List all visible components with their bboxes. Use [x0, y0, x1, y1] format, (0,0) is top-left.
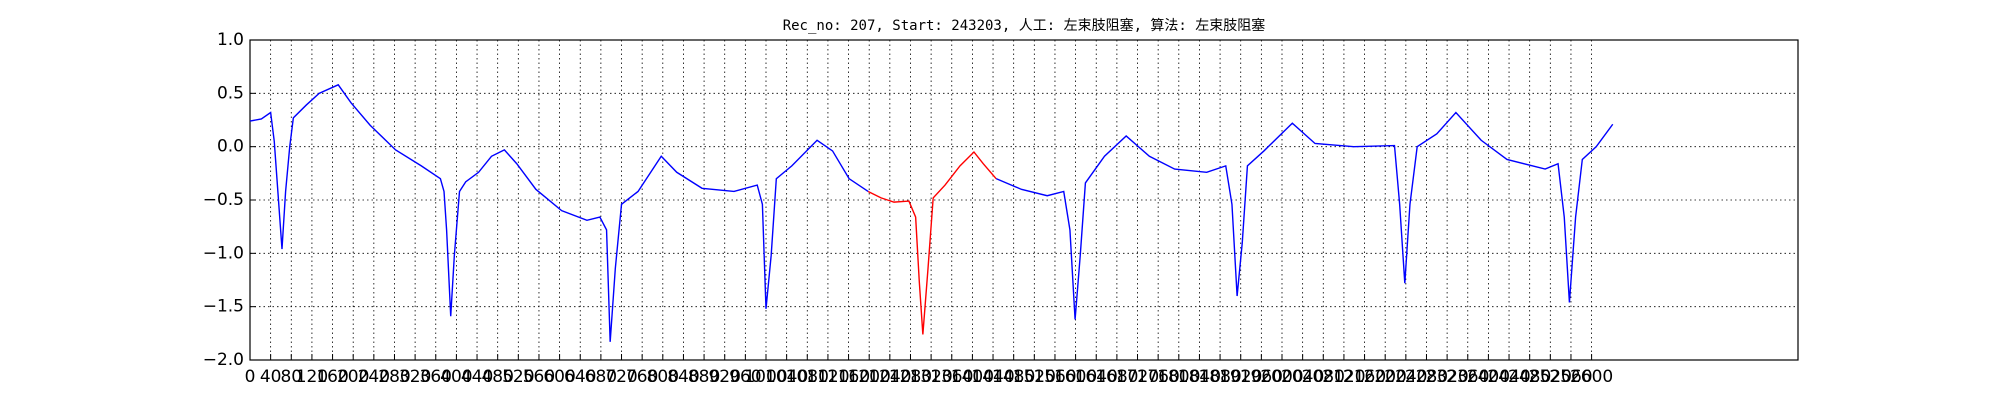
x-tick-label: 2520: [1529, 367, 1572, 387]
x-tick-label: 240: [358, 367, 390, 387]
y-tick-label: −2.0: [203, 350, 244, 370]
y-tick-label: 0.5: [217, 83, 244, 103]
x-tick-label: 840: [667, 367, 699, 387]
x-tick-label: 2080: [1302, 367, 1345, 387]
x-tick-label: 800: [647, 367, 679, 387]
x-tick-label: 1360: [930, 367, 973, 387]
x-tick-label: 1000: [744, 367, 787, 387]
x-tick-label: 2160: [1343, 367, 1386, 387]
x-tick-label: 40: [260, 367, 282, 387]
x-tick-label: 1480: [992, 367, 1035, 387]
x-tick-label: 1200: [848, 367, 891, 387]
x-tick-label: 1280: [889, 367, 932, 387]
x-tick-label: 1640: [1075, 367, 1118, 387]
x-tick-label: 0: [245, 367, 256, 387]
ecg-line: [249, 83, 869, 342]
x-tick-label: 2440: [1487, 367, 1530, 387]
x-tick-label: 1400: [951, 367, 994, 387]
x-tick-label: 2560: [1549, 367, 1592, 387]
x-tick-label: 1760: [1137, 367, 1180, 387]
y-tick-label: 0.0: [217, 137, 244, 157]
x-tick-label: 1080: [786, 367, 829, 387]
x-tick-label: 360: [420, 367, 452, 387]
x-tick-label: 1160: [827, 367, 870, 387]
x-tick-label: 880: [688, 367, 720, 387]
x-tick-label: 1240: [868, 367, 911, 387]
x-tick-label: 200: [337, 367, 369, 387]
y-tick-label: 1.0: [217, 30, 244, 50]
y-tick-label: −1.5: [203, 297, 244, 317]
x-tick-label: 400: [440, 367, 472, 387]
x-tick-label: 2200: [1364, 367, 1407, 387]
x-tick-label: 2240: [1384, 367, 1427, 387]
x-tick-label: 480: [481, 367, 513, 387]
x-tick-label: 560: [523, 367, 555, 387]
y-tick-label: −1.0: [203, 243, 244, 263]
x-tick-label: 1440: [971, 367, 1014, 387]
x-tick-label: 520: [502, 367, 534, 387]
ecg-line: [867, 150, 997, 335]
x-tick-label: 160: [316, 367, 348, 387]
x-tick-label: 640: [564, 367, 596, 387]
x-tick-label: 120: [296, 367, 328, 387]
y-tick-label: −0.5: [203, 190, 244, 210]
x-tick-label: 1040: [765, 367, 808, 387]
x-tick-label: 440: [461, 367, 493, 387]
x-tick-label: 960: [729, 367, 761, 387]
x-tick-label: 80: [280, 367, 302, 387]
x-tick-label: 2400: [1467, 367, 1510, 387]
x-tick-label: 1920: [1219, 367, 1262, 387]
chart-title: Rec_no: 207, Start: 243203, 人工: 左束肢阻塞, 算…: [783, 17, 1266, 34]
x-tick-label: 1560: [1033, 367, 1076, 387]
x-tick-label: 2320: [1425, 367, 1468, 387]
x-tick-label: 1520: [1013, 367, 1056, 387]
x-tick-label: 1800: [1157, 367, 1200, 387]
x-tick-label: 2360: [1446, 367, 1489, 387]
x-tick-label: 280: [378, 367, 410, 387]
x-tick-label: 1960: [1240, 367, 1283, 387]
x-tick-label: 1120: [806, 367, 849, 387]
x-tick-label: 1600: [1054, 367, 1097, 387]
x-tick-label: 1320: [909, 367, 952, 387]
x-tick-label: 920: [708, 367, 740, 387]
x-tick-label: 720: [605, 367, 637, 387]
x-tick-label: 1840: [1178, 367, 1221, 387]
x-tick-label: 1880: [1198, 367, 1241, 387]
x-tick-label: 680: [585, 367, 617, 387]
x-tick-label: 1720: [1116, 367, 1159, 387]
x-tick-label: 2280: [1405, 367, 1448, 387]
ecg-line: [995, 111, 1614, 320]
x-tick-label: 2120: [1322, 367, 1365, 387]
x-tick-label: 600: [543, 367, 575, 387]
x-tick-label: 2600: [1570, 367, 1613, 387]
x-tick-label: 1680: [1095, 367, 1138, 387]
x-tick-label: 2040: [1281, 367, 1324, 387]
x-tick-label: 320: [399, 367, 431, 387]
x-tick-label: 2000: [1260, 367, 1303, 387]
x-tick-label: 2480: [1508, 367, 1551, 387]
x-tick-label: 760: [626, 367, 658, 387]
